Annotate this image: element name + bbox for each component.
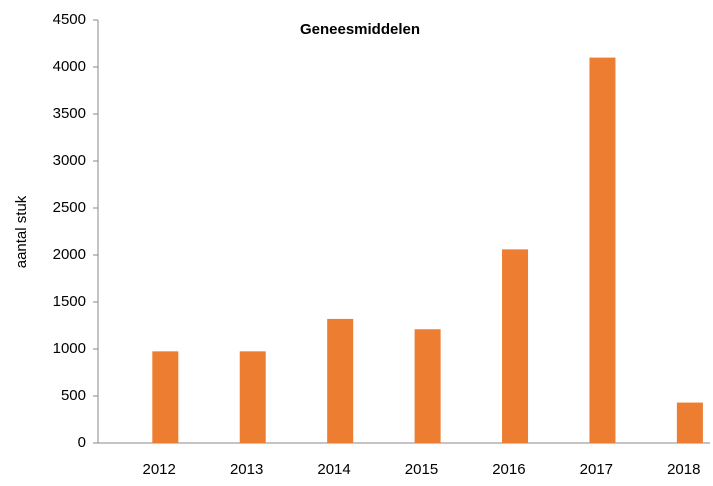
x-tick-label: 2018 (667, 461, 700, 478)
y-tick-label: 1500 (53, 293, 86, 310)
y-tick-label: 4500 (53, 11, 86, 28)
x-tick-label: 2017 (580, 461, 613, 478)
y-tick-label: 2000 (53, 246, 86, 263)
y-tick-label: 4000 (53, 58, 86, 75)
bar (152, 351, 179, 443)
y-tick-label: 3000 (53, 152, 86, 169)
bar (676, 402, 703, 443)
y-tick-label: 1000 (53, 340, 86, 357)
bar (589, 57, 616, 443)
bar (239, 351, 266, 443)
bar (502, 249, 529, 443)
x-tick-label: 2014 (317, 461, 350, 478)
y-tick-label: 500 (61, 387, 86, 404)
x-tick-label: 2016 (492, 461, 525, 478)
bar (327, 318, 354, 443)
y-tick-label: 2500 (53, 199, 86, 216)
x-tick-label: 2013 (230, 461, 263, 478)
y-tick-label: 0 (78, 434, 86, 451)
chart-title: Geneesmiddelen (300, 21, 420, 38)
x-tick-label: 2012 (143, 461, 176, 478)
y-axis-label: aantal stuk (13, 195, 30, 268)
bar (414, 329, 441, 443)
y-tick-label: 3500 (53, 105, 86, 122)
x-tick-label: 2015 (405, 461, 438, 478)
